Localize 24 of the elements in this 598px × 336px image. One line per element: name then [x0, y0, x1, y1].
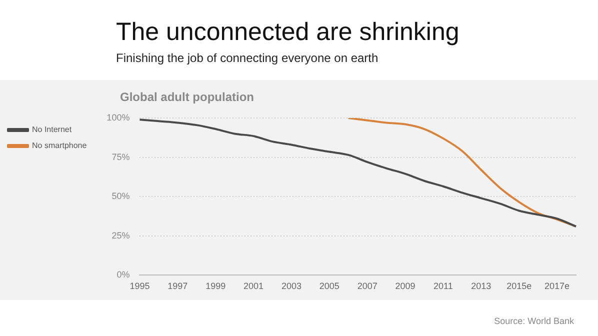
y-axis-title: Global adult population	[120, 90, 254, 104]
x-tick-label: 2007	[357, 281, 378, 292]
source-note: Source: World Bank	[494, 316, 574, 326]
x-tick-label: 2001	[244, 281, 264, 292]
chart-subtitle: Finishing the job of connecting everyone on earth	[116, 51, 378, 65]
x-tick-label: 2013	[471, 281, 492, 292]
x-tick-label: 2003	[281, 281, 302, 292]
x-tick-label: 2017e	[544, 281, 570, 292]
x-tick-label: 1997	[168, 281, 188, 292]
x-tick-label: 2005	[319, 281, 340, 292]
x-tick-label: 1999	[206, 281, 226, 292]
legend-label: No Internet	[32, 125, 72, 134]
y-tick-label: 50%	[112, 191, 130, 202]
y-tick-label: 25%	[112, 230, 130, 240]
y-tick-label: 0%	[116, 270, 130, 280]
x-tick-label: 1995	[130, 281, 150, 292]
legend-label: No smartphone	[32, 141, 88, 150]
y-tick-label: 100%	[106, 112, 130, 122]
x-tick-label: 2011	[434, 281, 453, 292]
x-tick-label: 2015e	[506, 281, 532, 292]
chart-title: The unconnected are shrinking	[116, 18, 460, 47]
y-tick-label: 75%	[112, 152, 130, 162]
x-tick-label: 2009	[395, 281, 416, 292]
line-series	[138, 118, 577, 228]
